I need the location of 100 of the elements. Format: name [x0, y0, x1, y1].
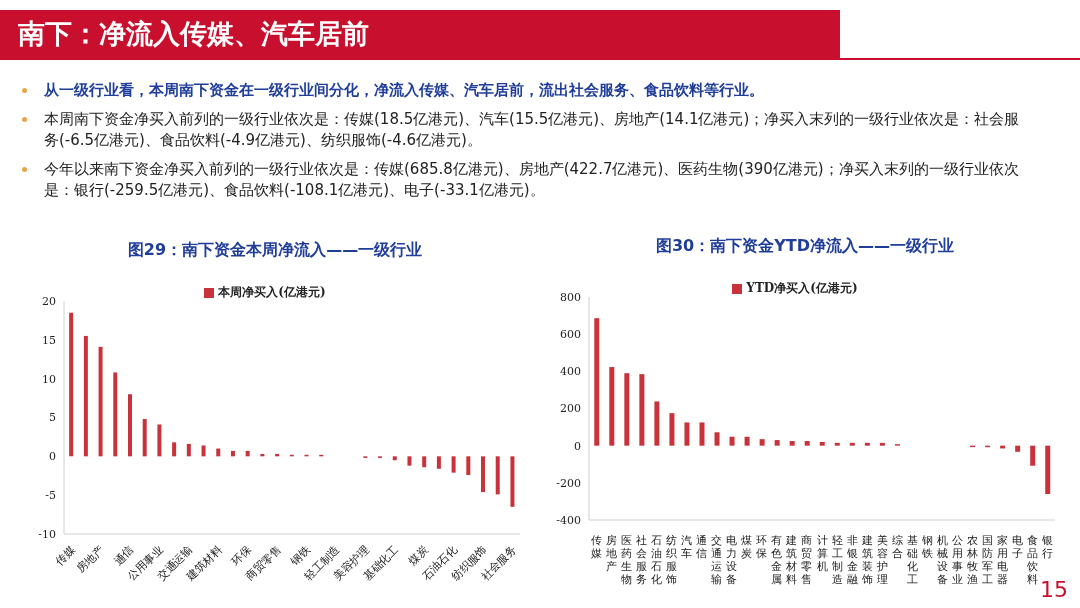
bar: [639, 374, 645, 446]
x-tick-label: 电力设备: [726, 534, 738, 586]
bar: [466, 456, 471, 475]
y-tick-label: 10: [42, 372, 56, 386]
y-tick-label: 600: [560, 328, 581, 342]
x-tick-label: 传媒: [591, 534, 603, 560]
text: 15: [1040, 577, 1068, 602]
y-tick-label: 400: [560, 365, 581, 379]
legend-label: 本周净买入(亿港元): [218, 285, 326, 299]
bar: [83, 335, 88, 457]
bar: [142, 419, 147, 457]
bar: [98, 346, 103, 457]
bar: [451, 456, 456, 473]
x-tick-label: 轻工制造: [831, 534, 843, 586]
y-tick-label: 0: [49, 450, 56, 464]
x-tick-label: 银行: [1040, 534, 1053, 560]
bar: [849, 442, 855, 446]
bar: [392, 456, 397, 461]
bar: [729, 436, 735, 446]
bar: [804, 441, 810, 446]
bar: [1015, 445, 1021, 452]
x-tick-label: 医药生物: [621, 534, 633, 586]
text: 从一级行业看，本周南下资金在一级行业间分化，净流入传媒、汽车居前，流出社会服务、食品饮料等行业。: [44, 80, 764, 101]
x-tick-label: 汽车: [681, 534, 693, 560]
y-tick-label: 800: [560, 290, 581, 304]
bar: [436, 456, 441, 469]
bar: [864, 442, 870, 446]
x-tick-label: 农林牧渔: [965, 534, 978, 586]
x-tick-label: 国防军工: [981, 534, 993, 586]
bar: [774, 440, 780, 446]
bar: [744, 436, 750, 446]
y-tick-label: 200: [560, 402, 581, 416]
x-tick-label: 基础化工: [905, 534, 918, 586]
x-tick-label: 公用事业: [951, 534, 963, 586]
bar: [879, 442, 885, 446]
bar: [230, 450, 235, 457]
bar: [654, 401, 660, 446]
x-tick-label: 煤炭: [741, 534, 753, 560]
x-tick-label: 家用电器: [996, 534, 1008, 586]
bar: [407, 456, 412, 466]
bar: [699, 422, 705, 446]
x-tick-label: 房地产: [605, 534, 618, 573]
bar: [624, 373, 630, 446]
x-tick-label: 综合: [891, 534, 903, 560]
y-tick-label: 0: [574, 439, 581, 453]
bar: [157, 424, 162, 457]
text: 南下：净流入传媒、汽车居前: [18, 17, 369, 51]
bar: [609, 367, 615, 446]
chart-title: 图29：南下资金本周净流入——一级行业: [126, 240, 424, 261]
bar: [127, 394, 132, 457]
bar: [422, 456, 427, 468]
x-tick-label: 有色金属: [771, 534, 783, 586]
y-tick-label: -200: [556, 476, 581, 490]
x-tick-label: 电子: [1011, 534, 1023, 560]
bar: [245, 450, 250, 457]
x-tick-label: 建筑装饰: [860, 534, 873, 586]
x-tick-label: 食品饮料: [1025, 534, 1038, 586]
x-tick-label: 机械设备: [936, 534, 948, 586]
bar: [172, 442, 177, 457]
x-tick-label: 钢铁: [920, 534, 933, 560]
y-tick-label: 15: [42, 333, 56, 347]
bar: [594, 318, 600, 446]
bar: [481, 456, 486, 493]
x-tick-label: 美容护理: [875, 534, 888, 586]
bar: [113, 372, 118, 457]
y-tick-label: 5: [49, 411, 56, 425]
y-tick-label: -10: [38, 527, 56, 541]
text: 今年以来南下资金净买入前列的一级行业依次是：传媒(685.8亿港元)、房地产(422.7亿港元)、医药生物(390亿港元)；净买入末列的一级行业依次是：银行(-259.5亿港元)、食品饮料(-108.1亿港元)、电子(-33.1亿港元)。: [44, 159, 1020, 201]
bar: [669, 413, 675, 446]
bar: [789, 441, 795, 446]
y-tick-label: 20: [42, 294, 56, 308]
x-tick-label: 钢铁: [287, 542, 313, 569]
chart-title: 图30：南下资金YTD净流入——一级行业: [654, 236, 955, 257]
bar: [714, 432, 720, 446]
bar: [1030, 445, 1036, 466]
bar: [819, 441, 825, 446]
bar: [1045, 445, 1051, 494]
legend-label: YTD净买入(亿港元): [746, 281, 858, 295]
bar: [186, 443, 191, 457]
bar: [759, 439, 765, 446]
bar: [684, 422, 690, 446]
x-tick-label: 环保: [229, 542, 254, 568]
x-tick-label: 非银金融: [845, 534, 858, 586]
bar: [834, 442, 840, 446]
x-tick-label: 计算机: [816, 534, 828, 573]
y-tick-label: -5: [45, 489, 56, 503]
x-tick-label: 环保: [756, 534, 768, 560]
y-tick-label: -400: [556, 513, 581, 527]
bar: [216, 448, 221, 457]
x-tick-label: 通信: [696, 534, 708, 560]
x-tick-label: 纺织服饰: [665, 534, 678, 586]
bar: [510, 456, 515, 507]
x-tick-label: 商贸零售: [801, 534, 813, 586]
x-tick-label: 建筑材料: [785, 534, 798, 586]
bar: [201, 445, 206, 457]
x-tick-label: 石油石化: [651, 534, 663, 586]
x-tick-label: 交通运输: [711, 534, 723, 586]
bar: [69, 312, 74, 457]
x-tick-label: 社会服务: [636, 534, 648, 586]
text: 本周南下资金净买入前列的一级行业依次是：传媒(18.5亿港元)、汽车(15.5亿港元)、房地产(14.1亿港元)；净买入末列的一级行业依次是：社会服务(-6.5亿港元)、食品饮料(-4.9亿港元)、纺织服饰(-4.6亿港元)。: [44, 109, 1021, 151]
